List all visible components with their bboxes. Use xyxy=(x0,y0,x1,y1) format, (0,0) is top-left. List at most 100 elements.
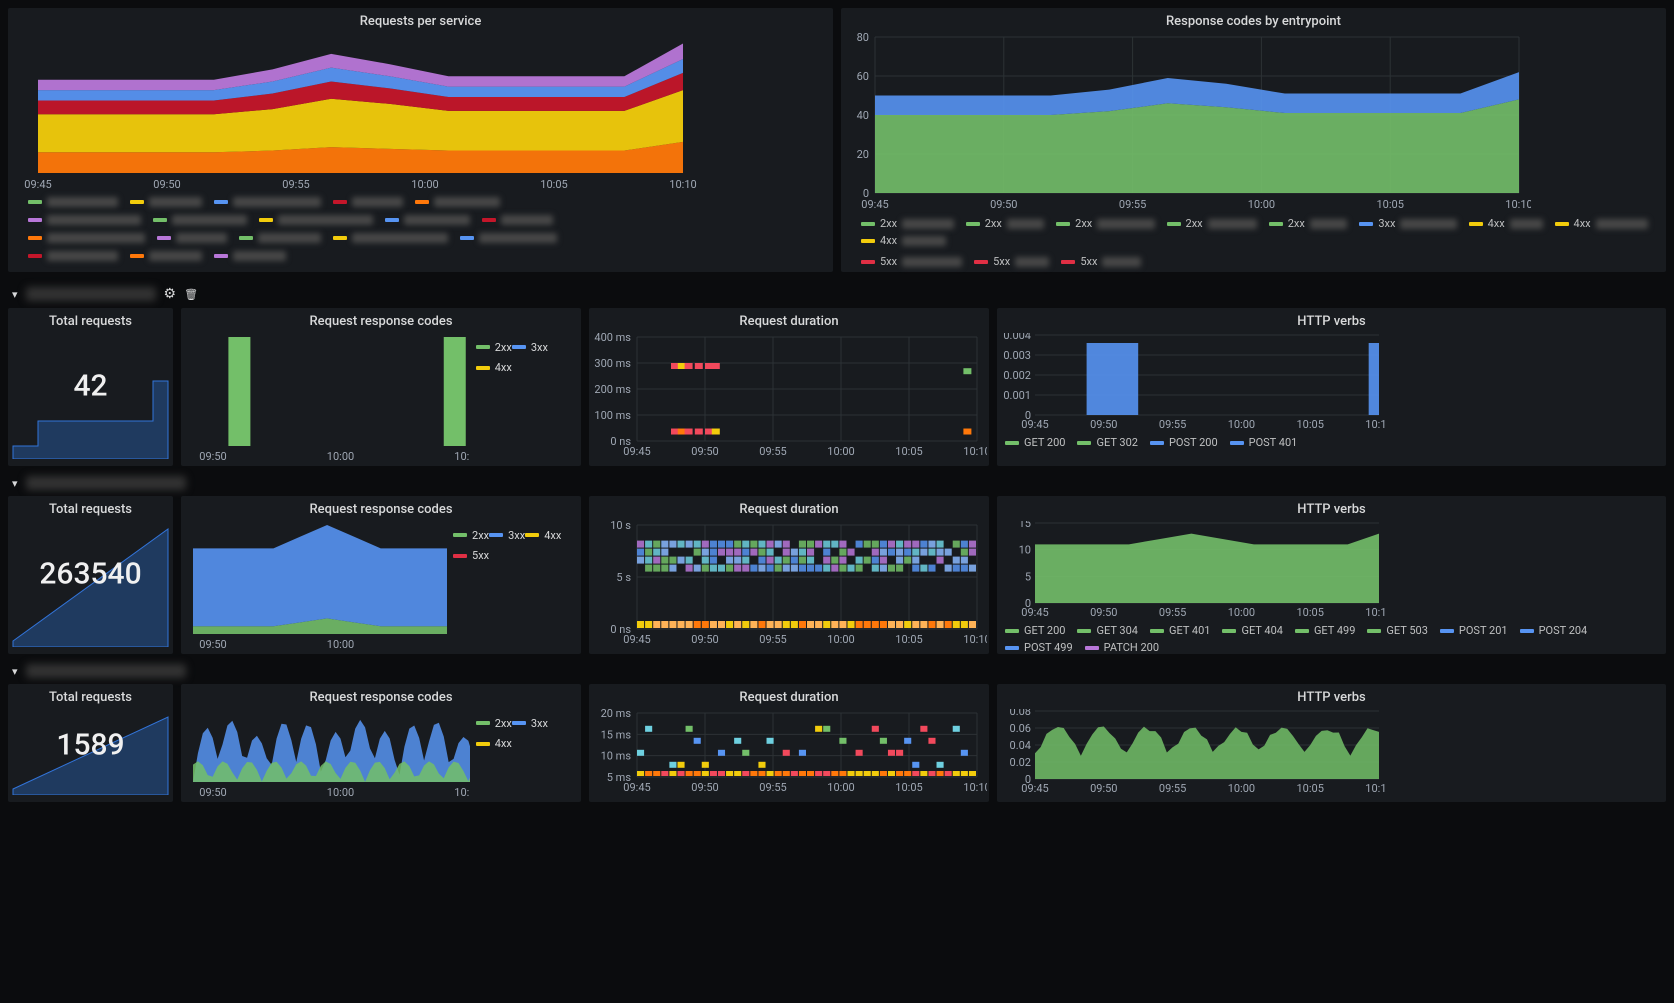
legend-item[interactable]: 4xx xyxy=(1469,217,1543,230)
svg-text:09:50: 09:50 xyxy=(990,198,1017,211)
panel-title: Request response codes xyxy=(181,502,581,517)
svg-text:09:50: 09:50 xyxy=(199,450,226,463)
legend-item[interactable]: GET 200 xyxy=(1005,436,1065,449)
panel-http-verbs[interactable]: HTTP verbs0.080.060.040.02009:4509:5009:… xyxy=(997,684,1666,802)
panel-request-response-codes[interactable]: Request response codes09:5010:0010:102xx… xyxy=(181,496,581,654)
svg-text:10:00: 10:00 xyxy=(827,781,854,794)
section-header[interactable]: ▾ ⚙ 🗑 xyxy=(8,280,1666,308)
panel-response-codes-entrypoint[interactable]: Response codes by entrypoint 02040608009… xyxy=(841,8,1666,272)
chart-response-codes-entrypoint: 02040608009:4509:5009:5510:0010:0510:10 xyxy=(841,33,1531,213)
legend-item[interactable]: POST 401 xyxy=(1230,436,1298,449)
legend-item[interactable]: PATCH 200 xyxy=(1085,641,1159,654)
legend-item[interactable]: GET 200 xyxy=(1005,624,1065,637)
legend-item[interactable]: 2xx xyxy=(476,717,512,730)
panel-request-duration[interactable]: Request duration400 ms300 ms200 ms100 ms… xyxy=(589,308,989,466)
section-header[interactable]: ▾ xyxy=(8,470,1666,496)
legend-item[interactable]: GET 401 xyxy=(1150,624,1210,637)
legend-item[interactable]: GET 302 xyxy=(1077,436,1137,449)
stat-value: 42 xyxy=(8,368,173,403)
svg-text:10:10: 10:10 xyxy=(963,633,987,646)
svg-text:09:50: 09:50 xyxy=(691,445,718,458)
legend-item[interactable]: 3xx xyxy=(489,529,525,542)
legend-item[interactable]: 2xx xyxy=(476,341,512,354)
svg-text:10 ms: 10 ms xyxy=(601,750,632,763)
legend-item[interactable]: POST 200 xyxy=(1150,436,1218,449)
panel-title: HTTP verbs xyxy=(997,690,1666,705)
legend-item[interactable]: 4xx xyxy=(476,737,512,750)
svg-text:10:05: 10:05 xyxy=(1296,606,1323,619)
svg-text:0.02: 0.02 xyxy=(1010,756,1031,769)
legend-item[interactable]: 3xx xyxy=(512,341,548,354)
legend-item[interactable]: 2xx xyxy=(861,217,954,230)
svg-text:09:50: 09:50 xyxy=(691,633,718,646)
panel-total-requests[interactable]: Total requests1589 xyxy=(8,684,173,802)
chart-requests-per-service: 09:4509:5009:5510:0010:0510:10 xyxy=(8,33,698,193)
panel-total-requests[interactable]: Total requests263540 xyxy=(8,496,173,654)
svg-text:10:05: 10:05 xyxy=(895,633,922,646)
panel-request-response-codes[interactable]: Request response codes09:5010:0010:102xx… xyxy=(181,684,581,802)
panel-requests-per-service[interactable]: Requests per service 09:4509:5009:5510:0… xyxy=(8,8,833,272)
svg-text:09:45: 09:45 xyxy=(24,178,51,191)
legend-item[interactable]: GET 503 xyxy=(1367,624,1427,637)
svg-text:09:50: 09:50 xyxy=(199,638,226,651)
legend-item[interactable]: 4xx xyxy=(525,529,561,542)
svg-text:10:05: 10:05 xyxy=(540,178,567,191)
legend-item[interactable]: 5xx xyxy=(1061,255,1141,268)
svg-text:0.08: 0.08 xyxy=(1010,709,1031,718)
panel-request-response-codes[interactable]: Request response codes09:5010:0010:102xx… xyxy=(181,308,581,466)
svg-text:09:45: 09:45 xyxy=(623,633,650,646)
legend-item[interactable]: 5xx xyxy=(861,255,962,268)
svg-text:0.04: 0.04 xyxy=(1010,739,1031,752)
svg-text:09:50: 09:50 xyxy=(691,781,718,794)
panel-title: Total requests xyxy=(8,690,173,705)
legend-item[interactable]: 2xx xyxy=(1056,217,1154,230)
panel-request-duration[interactable]: Request duration20 ms15 ms10 ms5 ms09:45… xyxy=(589,684,989,802)
svg-text:10:00: 10:00 xyxy=(827,445,854,458)
svg-text:10:00: 10:00 xyxy=(827,633,854,646)
legend-item[interactable]: GET 404 xyxy=(1222,624,1282,637)
panel-http-verbs[interactable]: HTTP verbs15105009:4509:5009:5510:0010:0… xyxy=(997,496,1666,654)
panel-title: Request duration xyxy=(589,690,989,705)
panel-request-duration[interactable]: Request duration10 s5 s0 ns09:4509:5009:… xyxy=(589,496,989,654)
svg-text:300 ms: 300 ms xyxy=(594,357,631,370)
gear-icon[interactable]: ⚙ xyxy=(164,286,177,302)
svg-text:10:00: 10:00 xyxy=(327,786,354,799)
svg-text:09:55: 09:55 xyxy=(759,445,786,458)
svg-text:20 ms: 20 ms xyxy=(601,709,632,720)
svg-text:10:10: 10:10 xyxy=(454,786,469,799)
legend-item[interactable]: POST 499 xyxy=(1005,641,1073,654)
svg-text:10:10: 10:10 xyxy=(963,445,987,458)
legend-item[interactable]: POST 201 xyxy=(1440,624,1508,637)
svg-text:10: 10 xyxy=(1019,544,1031,557)
chevron-down-icon: ▾ xyxy=(12,665,18,678)
legend-item[interactable]: GET 304 xyxy=(1077,624,1137,637)
panel-title: Request duration xyxy=(589,502,989,517)
legend-item[interactable]: 2xx xyxy=(966,217,1044,230)
panel-title: Total requests xyxy=(8,314,173,329)
svg-text:09:50: 09:50 xyxy=(1090,418,1117,431)
section-header[interactable]: ▾ xyxy=(8,658,1666,684)
panel-http-verbs[interactable]: HTTP verbs0.0040.0030.0020.001009:4509:5… xyxy=(997,308,1666,466)
svg-text:09:50: 09:50 xyxy=(1090,782,1117,795)
legend-item[interactable]: 2xx xyxy=(453,529,489,542)
panel-title: Response codes by entrypoint xyxy=(841,14,1666,29)
legend-item[interactable]: 4xx xyxy=(1555,217,1648,230)
legend-item[interactable]: POST 204 xyxy=(1520,624,1588,637)
legend-item[interactable]: 2xx xyxy=(1167,217,1257,230)
svg-text:10:00: 10:00 xyxy=(1228,782,1255,795)
legend-item[interactable]: 5xx xyxy=(453,549,489,562)
svg-text:09:50: 09:50 xyxy=(1090,606,1117,619)
legend-item[interactable]: 4xx xyxy=(861,234,946,247)
chevron-down-icon: ▾ xyxy=(12,288,18,301)
legend-item[interactable]: GET 499 xyxy=(1295,624,1355,637)
trash-icon[interactable]: 🗑 xyxy=(184,288,198,301)
panel-title: Total requests xyxy=(8,502,173,517)
legend-item[interactable]: 3xx xyxy=(1359,217,1456,230)
svg-text:15 ms: 15 ms xyxy=(601,728,632,741)
panel-total-requests[interactable]: Total requests 42 xyxy=(8,308,173,466)
legend-item[interactable]: 5xx xyxy=(974,255,1049,268)
legend-item[interactable]: 2xx xyxy=(1269,217,1348,230)
legend-item[interactable]: 4xx xyxy=(476,361,512,374)
legend-item[interactable]: 3xx xyxy=(512,717,548,730)
svg-text:10:00: 10:00 xyxy=(327,450,354,463)
